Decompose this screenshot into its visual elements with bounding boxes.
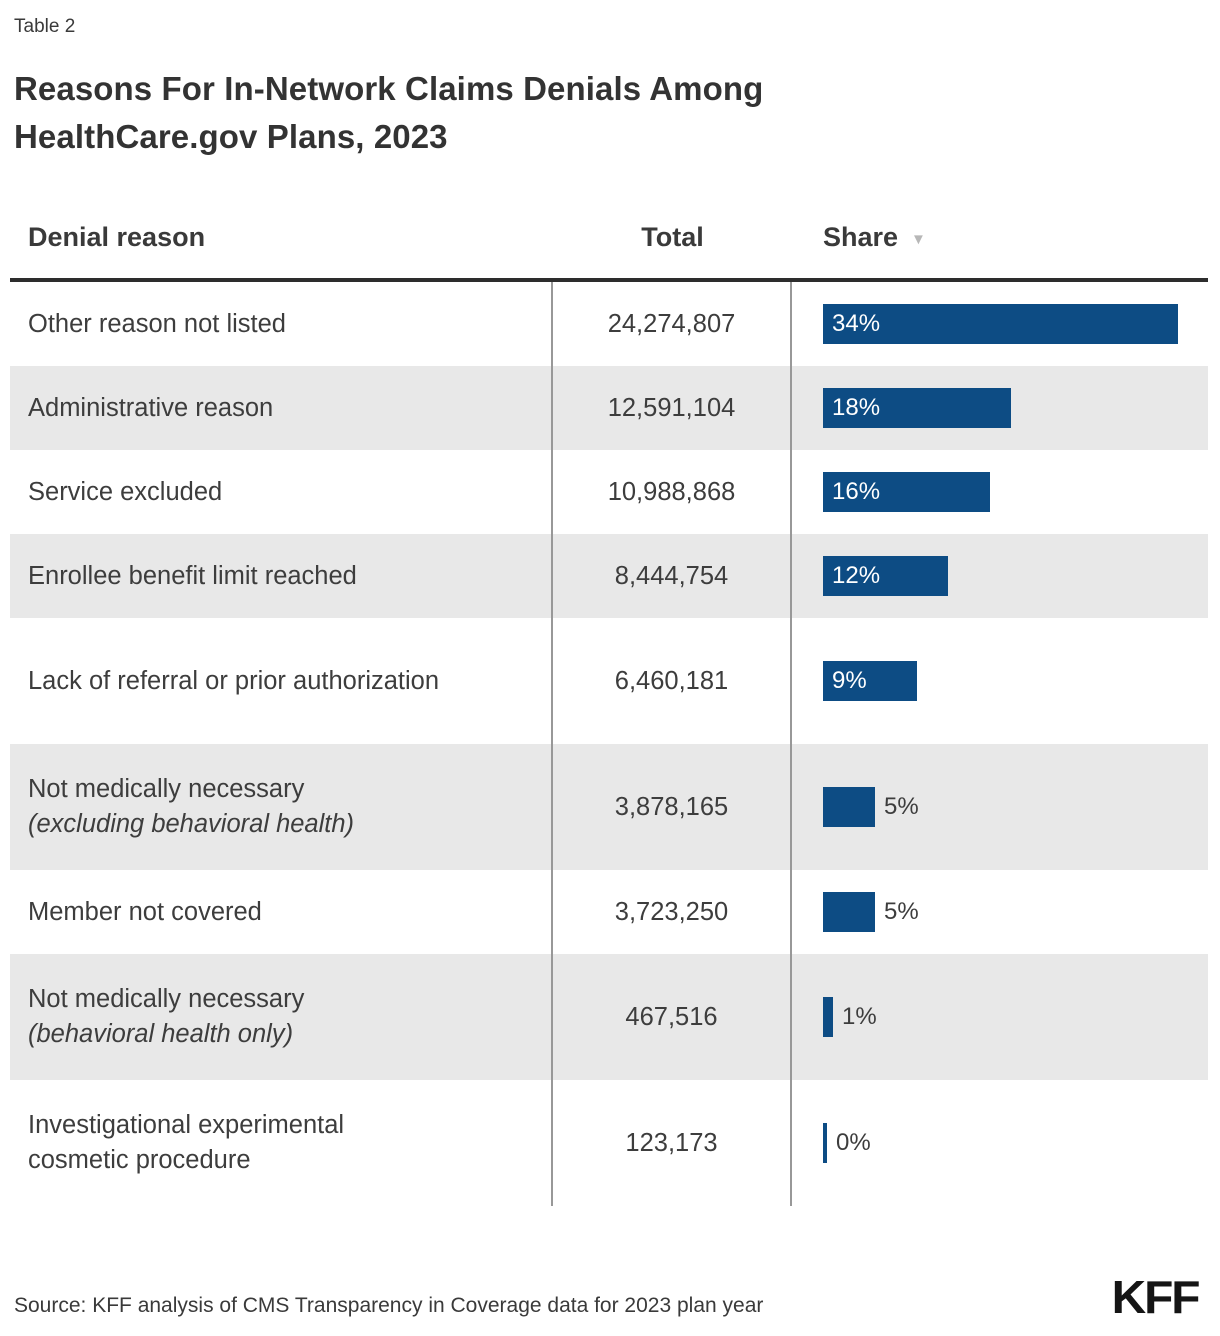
total-cell: 123,173 (553, 1080, 792, 1207)
kff-logo: KFF (1111, 1271, 1200, 1323)
reason-cell: Enrollee benefit limit reached (10, 534, 553, 619)
share-value-inside: 16% (832, 478, 881, 506)
denial-reason-note: (behavioral health only) (28, 1020, 294, 1049)
table-row: Lack of referral or prior authorization … (10, 618, 1208, 745)
total-value: 123,173 (625, 1128, 718, 1157)
share-cell: 12% (792, 534, 1208, 618)
denial-reason-label: Member not covered (28, 897, 262, 926)
denial-reason-note: (excluding behavioral health) (28, 810, 355, 839)
share-value-inside: 34% (832, 310, 881, 338)
share-cell: 5% (792, 744, 1208, 870)
denial-reason-label: Administrative reason (28, 393, 274, 422)
denial-reason-label: Lack of referral or prior authorization (28, 666, 440, 695)
share-value-inside: 18% (832, 394, 881, 422)
share-cell: 0% (792, 1080, 1208, 1206)
table-row: Other reason not listed 24,274,807 34% (10, 282, 1208, 367)
share-cell: 1% (792, 954, 1208, 1080)
share-bar: 16% (823, 472, 990, 513)
share-value-inside: 12% (832, 562, 881, 590)
reason-cell: Administrative reason (10, 366, 553, 451)
reason-cell: Lack of referral or prior authorization (10, 618, 553, 745)
total-cell: 3,723,250 (553, 870, 792, 955)
reason-cell: Service excluded (10, 450, 553, 535)
table-row: Service excluded 10,988,868 16% (10, 450, 1208, 535)
total-value: 467,516 (625, 1002, 718, 1031)
share-cell: 9% (792, 618, 1208, 744)
share-bar (823, 997, 833, 1038)
share-bar: 18% (823, 388, 1011, 429)
table-row: Administrative reason 12,591,104 18% (10, 366, 1208, 451)
total-value: 6,460,181 (614, 666, 729, 695)
denial-reason-label: Investigational experimental cosmetic pr… (28, 1111, 345, 1175)
reason-cell: Investigational experimental cosmetic pr… (10, 1080, 553, 1207)
share-bar (823, 1123, 827, 1164)
denial-reason-label: Not medically necessary (28, 775, 305, 804)
total-value: 12,591,104 (607, 393, 736, 422)
table-body: Other reason not listed 24,274,807 34% A… (10, 278, 1208, 1207)
table-row: Not medically necessary (behavioral heal… (10, 954, 1208, 1081)
total-value: 24,274,807 (607, 309, 736, 338)
share-bar (823, 892, 875, 933)
total-cell: 467,516 (553, 954, 792, 1081)
share-cell: 18% (792, 366, 1208, 450)
share-bar: 12% (823, 556, 948, 597)
column-header-share[interactable]: Share ▼ (792, 222, 1208, 253)
share-bar: 34% (823, 304, 1178, 345)
column-header-total: Total (641, 222, 704, 253)
column-header-denial-reason: Denial reason (28, 222, 206, 253)
share-value-outside: 0% (836, 1129, 871, 1157)
share-cell: 16% (792, 450, 1208, 534)
share-value-outside: 1% (842, 1003, 877, 1031)
share-value-inside: 9% (832, 667, 867, 695)
reason-cell: Member not covered (10, 870, 553, 955)
denial-reason-label: Enrollee benefit limit reached (28, 561, 357, 590)
total-value: 3,723,250 (614, 897, 729, 926)
denial-reason-label: Service excluded (28, 477, 223, 506)
table-row: Investigational experimental cosmetic pr… (10, 1080, 1208, 1207)
figure-header: Table 2 Reasons For In-Network Claims De… (0, 0, 1220, 160)
reason-cell: Other reason not listed (10, 282, 553, 367)
page-title: Reasons For In-Network Claims Denials Am… (14, 70, 764, 155)
total-cell: 6,460,181 (553, 618, 792, 745)
share-cell: 34% (792, 282, 1208, 366)
sort-descending-icon[interactable]: ▼ (911, 231, 926, 249)
share-cell: 5% (792, 870, 1208, 954)
reason-cell: Not medically necessary (behavioral heal… (10, 954, 553, 1081)
table-row: Enrollee benefit limit reached 8,444,754… (10, 534, 1208, 619)
total-value: 10,988,868 (607, 477, 736, 506)
total-cell: 12,591,104 (553, 366, 792, 451)
table-row: Not medically necessary (excluding behav… (10, 744, 1208, 871)
denial-reason-label: Other reason not listed (28, 309, 286, 338)
share-value-outside: 5% (884, 793, 919, 821)
denial-reason-label: Not medically necessary (28, 985, 305, 1014)
total-cell: 8,444,754 (553, 534, 792, 619)
share-bar (823, 787, 875, 828)
figure-footer: Source: KFF analysis of CMS Transparency… (14, 1270, 1200, 1324)
total-value: 3,878,165 (614, 792, 729, 821)
source-note: Source: KFF analysis of CMS Transparency… (14, 1294, 764, 1317)
total-cell: 3,878,165 (553, 744, 792, 871)
total-value: 8,444,754 (614, 561, 729, 590)
table-label: Table 2 (14, 16, 76, 37)
column-header-row: Denial reason Total Share ▼ (10, 222, 1208, 278)
total-cell: 24,274,807 (553, 282, 792, 367)
table-row: Member not covered 3,723,250 5% (10, 870, 1208, 955)
share-value-outside: 5% (884, 898, 919, 926)
reason-cell: Not medically necessary (excluding behav… (10, 744, 553, 871)
share-bar: 9% (823, 661, 917, 702)
total-cell: 10,988,868 (553, 450, 792, 535)
column-header-share-label: Share (823, 222, 899, 253)
